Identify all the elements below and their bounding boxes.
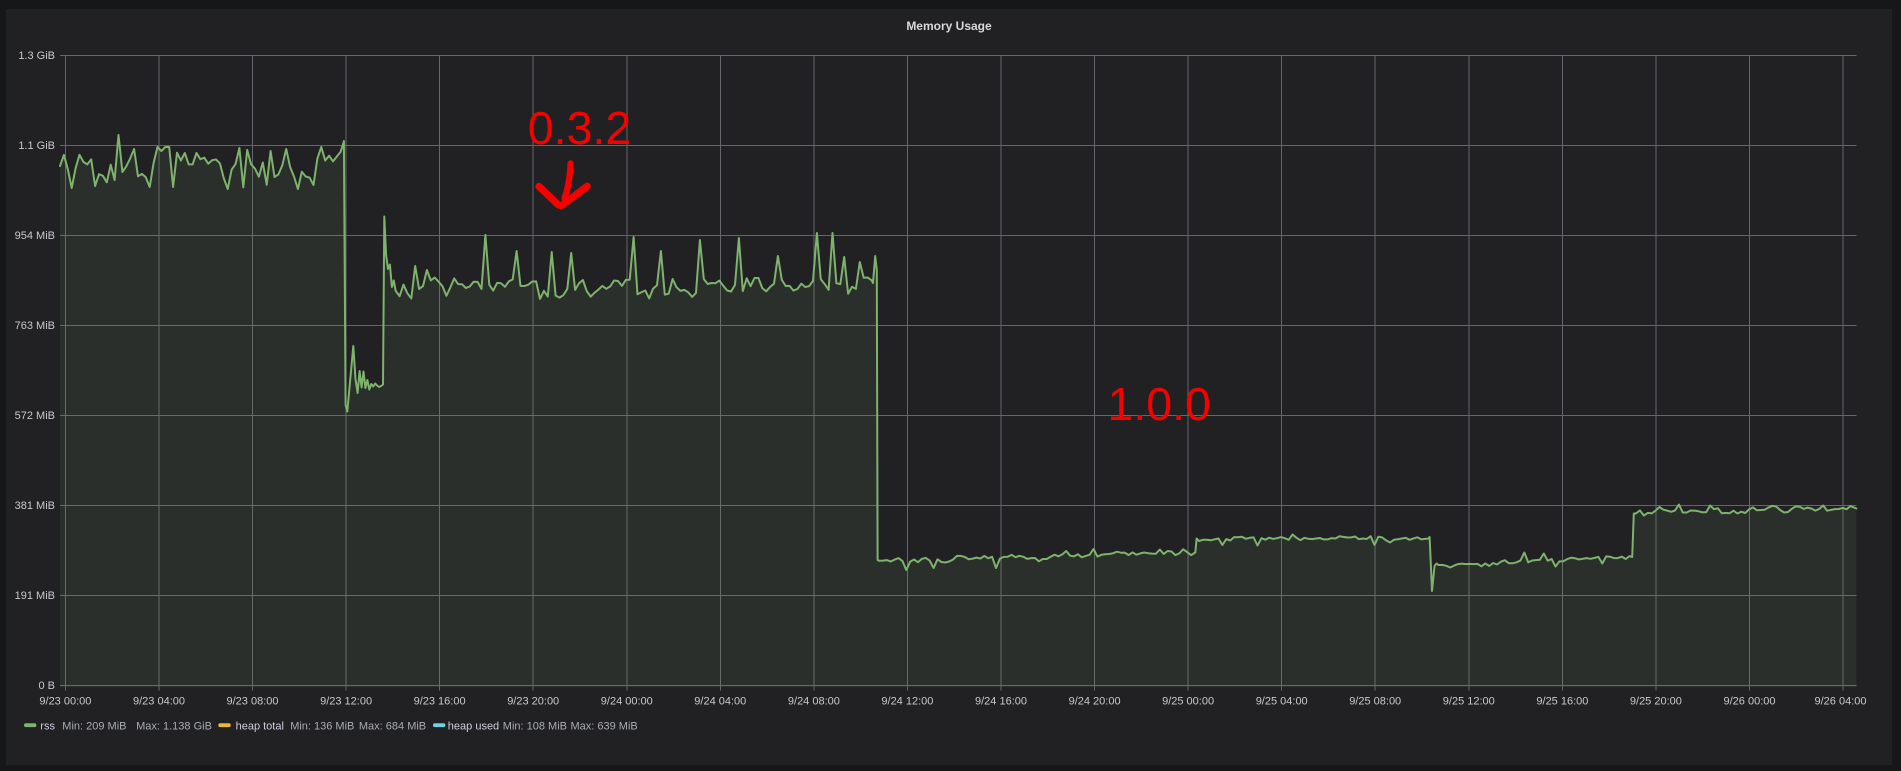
svg-text:9/26 04:00: 9/26 04:00 bbox=[1815, 696, 1867, 708]
svg-text:1.3 GiB: 1.3 GiB bbox=[18, 50, 55, 62]
svg-text:Min: 136 MiB: Min: 136 MiB bbox=[290, 721, 354, 733]
svg-text:9/23 20:00: 9/23 20:00 bbox=[507, 696, 559, 708]
svg-text:9/23 00:00: 9/23 00:00 bbox=[39, 696, 91, 708]
svg-text:0.3.2: 0.3.2 bbox=[528, 102, 631, 154]
svg-text:572 MiB: 572 MiB bbox=[15, 410, 55, 422]
svg-text:Max: 684 MiB: Max: 684 MiB bbox=[359, 721, 426, 733]
svg-text:Min: 108 MiB: Min: 108 MiB bbox=[503, 721, 567, 733]
svg-text:9/24 00:00: 9/24 00:00 bbox=[601, 696, 653, 708]
svg-text:9/25 08:00: 9/25 08:00 bbox=[1349, 696, 1401, 708]
svg-text:9/23 16:00: 9/23 16:00 bbox=[414, 696, 466, 708]
svg-text:9/24 20:00: 9/24 20:00 bbox=[1069, 696, 1121, 708]
svg-text:9/23 04:00: 9/23 04:00 bbox=[133, 696, 185, 708]
svg-text:381 MiB: 381 MiB bbox=[15, 500, 55, 512]
svg-text:9/23 12:00: 9/23 12:00 bbox=[320, 696, 372, 708]
svg-text:9/24 08:00: 9/24 08:00 bbox=[788, 696, 840, 708]
svg-text:191 MiB: 191 MiB bbox=[15, 590, 55, 602]
svg-text:Min: 209 MiB: Min: 209 MiB bbox=[62, 721, 126, 733]
svg-text:heap total: heap total bbox=[236, 721, 284, 733]
svg-text:9/24 12:00: 9/24 12:00 bbox=[881, 696, 933, 708]
svg-text:763 MiB: 763 MiB bbox=[15, 320, 55, 332]
svg-text:heap used: heap used bbox=[448, 721, 499, 733]
svg-text:9/25 20:00: 9/25 20:00 bbox=[1630, 696, 1682, 708]
svg-text:1.1 GiB: 1.1 GiB bbox=[18, 140, 55, 152]
svg-text:9/25 00:00: 9/25 00:00 bbox=[1162, 696, 1214, 708]
svg-text:9/25 16:00: 9/25 16:00 bbox=[1536, 696, 1588, 708]
svg-text:9/25 12:00: 9/25 12:00 bbox=[1443, 696, 1495, 708]
svg-text:954 MiB: 954 MiB bbox=[15, 230, 55, 242]
svg-text:Memory Usage: Memory Usage bbox=[906, 19, 992, 33]
svg-text:9/26 00:00: 9/26 00:00 bbox=[1724, 696, 1776, 708]
svg-text:Max: 1.138 GiB: Max: 1.138 GiB bbox=[136, 721, 212, 733]
svg-text:9/25 04:00: 9/25 04:00 bbox=[1256, 696, 1308, 708]
svg-text:Max: 639 MiB: Max: 639 MiB bbox=[571, 721, 638, 733]
svg-text:9/24 04:00: 9/24 04:00 bbox=[694, 696, 746, 708]
svg-text:rss: rss bbox=[40, 721, 55, 733]
svg-text:9/23 08:00: 9/23 08:00 bbox=[227, 696, 279, 708]
svg-text:1.0.0: 1.0.0 bbox=[1108, 378, 1211, 430]
svg-text:9/24 16:00: 9/24 16:00 bbox=[975, 696, 1027, 708]
svg-text:0 B: 0 B bbox=[38, 680, 55, 692]
